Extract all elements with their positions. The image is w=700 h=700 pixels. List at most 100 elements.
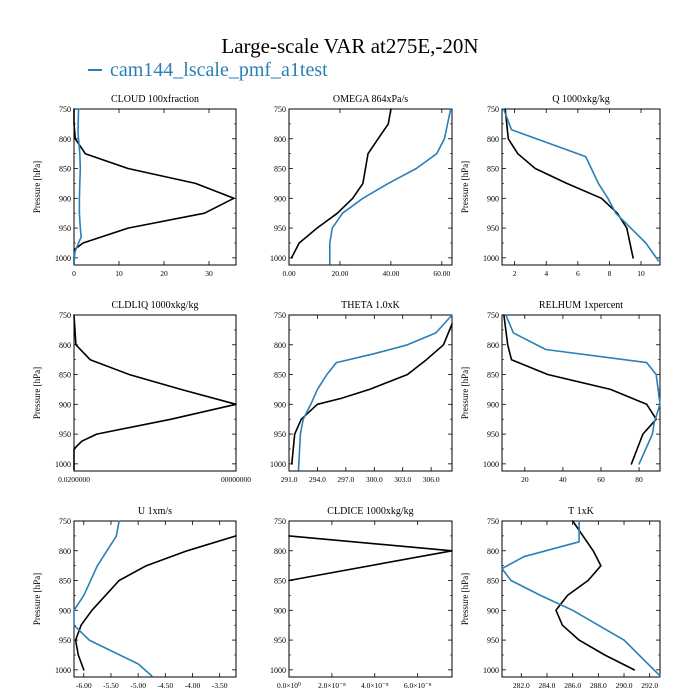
y-tick-label: 1000 [483,254,499,263]
legend: cam144_lscale_pmf_a1test [88,58,328,82]
panel-title: U 1xm/s [138,506,172,517]
model-series-line [504,314,661,465]
y-tick-label: 1000 [483,460,499,469]
x-tick-label: 8 [608,269,612,278]
y-tick-label: 800 [274,341,286,350]
y-tick-label: 900 [59,194,71,203]
plot-frame [501,314,661,472]
plot-frame [73,314,237,472]
x-tick-label: 10 [637,269,645,278]
x-tick-label: 303.0 [394,475,411,484]
y-tick-label: 850 [59,165,71,174]
panel-4: CLDLIQ 1000xkg/kg 750 800 850 900 950 1000 0.02… [32,300,251,484]
model-series-line [73,520,153,677]
panel-2: OMEGA 864xPa/s 750 800 850 900 950 1000 0.00 20.… [270,94,453,278]
x-tick-label: 40 [559,475,567,484]
y-tick-label: 800 [487,341,499,350]
y-tick-label: 850 [274,371,286,380]
panel-title: T 1xK [568,506,594,517]
x-tick-label: -3.50 [212,681,228,690]
y-axis-label: Pressure [hPa] [460,367,470,419]
reference-series-line [73,108,235,265]
reference-series-line [290,108,392,259]
x-tick-label: 0.0200000 [58,475,90,484]
y-tick-label: 950 [274,430,286,439]
reference-series-line [503,314,658,465]
y-tick-label: 950 [59,224,71,233]
x-tick-label: -4.50 [158,681,174,690]
y-tick-label: 800 [274,547,286,556]
x-tick-label: 4 [544,269,548,278]
model-series-line [501,520,661,677]
y-tick-label: 900 [274,606,286,615]
y-tick-label: 750 [274,311,286,320]
panel-title: CLDICE 1000xkg/kg [327,506,413,517]
y-tick-label: 1000 [55,460,71,469]
y-tick-label: 950 [487,430,499,439]
y-tick-label: 950 [487,224,499,233]
y-tick-label: 900 [487,400,499,409]
panel-9: T 1xK 750 800 850 900 950 1000 282.0 284.0 286.0 2… [460,506,661,690]
x-tick-label: 6.0×10⁻⁸ [404,681,432,690]
panel-title: Q 1000xkg/kg [552,94,610,105]
x-tick-label: 2.0×10⁻⁸ [318,681,346,690]
x-tick-label: -4.00 [185,681,201,690]
y-tick-label: 750 [487,311,499,320]
y-tick-label: 800 [59,135,71,144]
y-tick-label: 750 [487,517,499,526]
y-tick-label: 1000 [55,254,71,263]
y-tick-label: 750 [274,105,286,114]
x-tick-label: -5.00 [130,681,146,690]
panel-6: RELHUM 1xpercent 750 800 850 900 950 1000 20 40 6… [460,300,661,484]
panel-title: RELHUM 1xpercent [539,300,623,311]
plot-frame [288,108,453,266]
y-tick-label: 1000 [270,460,286,469]
y-tick-label: 850 [59,577,71,586]
y-tick-label: 800 [487,135,499,144]
panel-7: U 1xm/s 750 800 850 900 950 1000 -6.00 -5.50 -5.0… [32,506,237,690]
y-tick-label: 750 [59,311,71,320]
x-tick-label: 4.0×10⁻⁸ [361,681,389,690]
x-tick-label: 20 [521,475,529,484]
x-tick-label: 291.0 [281,475,298,484]
reference-series-line [74,535,237,671]
y-tick-label: 1000 [270,666,286,675]
x-tick-label: 292.0 [641,681,658,690]
y-tick-label: 800 [274,135,286,144]
y-tick-label: 800 [59,547,71,556]
y-tick-label: 850 [274,577,286,586]
model-series-line [297,314,453,471]
model-series-line [73,108,82,265]
x-tick-label: -5.50 [103,681,119,690]
plot-frame [501,520,661,678]
legend-label: cam144_lscale_pmf_a1test [110,58,328,81]
figure-title: Large-scale VAR at275E,-20N [221,34,479,58]
x-tick-label: 290.0 [616,681,633,690]
y-tick-label: 900 [487,606,499,615]
plot-frame [73,520,237,678]
y-tick-label: 850 [487,577,499,586]
y-tick-label: 1000 [483,666,499,675]
y-tick-label: 900 [59,606,71,615]
y-tick-label: 900 [274,194,286,203]
x-tick-label: 0 [72,269,76,278]
y-axis-label: Pressure [hPa] [32,161,42,213]
x-tick-label: 00000000 [221,475,251,484]
y-tick-label: 1000 [55,666,71,675]
x-tick-label: 282.0 [513,681,530,690]
x-tick-label: 40.00 [382,269,399,278]
plot-frame [73,108,237,266]
x-tick-label: 288.0 [590,681,607,690]
y-tick-label: 950 [59,430,71,439]
plot-frame [288,520,453,678]
plot-frame [501,108,661,266]
x-tick-label: 30 [205,269,213,278]
y-tick-label: 1000 [270,254,286,263]
reference-series-line [555,520,636,671]
x-tick-label: 284.0 [539,681,556,690]
model-series-line [502,108,660,262]
panel-title: THETA 1.0xK [341,300,400,311]
x-tick-label: 297.0 [337,475,354,484]
